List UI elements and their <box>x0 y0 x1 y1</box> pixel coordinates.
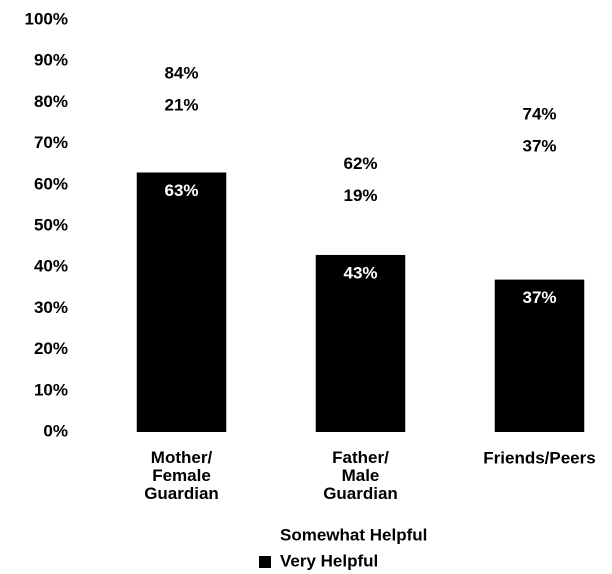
legend-swatch <box>259 556 271 568</box>
bar-segment <box>494 127 585 280</box>
x-tick-label: Father/Male Guardian <box>323 448 398 503</box>
value-label: 63% <box>164 181 198 200</box>
y-tick-label: 0% <box>43 421 68 440</box>
y-tick-label: 30% <box>34 298 68 317</box>
value-label: 37% <box>522 288 556 307</box>
total-label: 62% <box>343 154 377 173</box>
value-label: 21% <box>164 95 198 114</box>
value-label: 37% <box>522 137 556 156</box>
bar-segment <box>315 176 406 255</box>
y-tick-label: 100% <box>25 9 68 28</box>
y-tick-label: 20% <box>34 339 68 358</box>
bar-segment <box>136 85 227 173</box>
bar-segment <box>494 279 585 432</box>
y-tick-label: 80% <box>34 92 68 111</box>
legend-swatch <box>259 530 271 542</box>
y-tick-label: 50% <box>34 215 68 234</box>
legend-label: Somewhat Helpful <box>280 525 427 544</box>
y-tick-label: 10% <box>34 380 68 399</box>
total-label: 84% <box>164 63 198 82</box>
y-tick-label: 60% <box>34 174 68 193</box>
y-tick-label: 40% <box>34 257 68 276</box>
bar-segment <box>315 254 406 432</box>
bar-segment <box>136 172 227 432</box>
total-label: 74% <box>522 105 556 124</box>
legend-label: Very Helpful <box>280 551 378 570</box>
x-tick-label: Friends/Peers <box>483 448 595 467</box>
value-label: 43% <box>343 263 377 282</box>
y-tick-label: 90% <box>34 51 68 70</box>
x-tick-label: Mother/Female Guardian <box>144 448 219 503</box>
y-tick-label: 70% <box>34 133 68 152</box>
value-label: 19% <box>343 186 377 205</box>
